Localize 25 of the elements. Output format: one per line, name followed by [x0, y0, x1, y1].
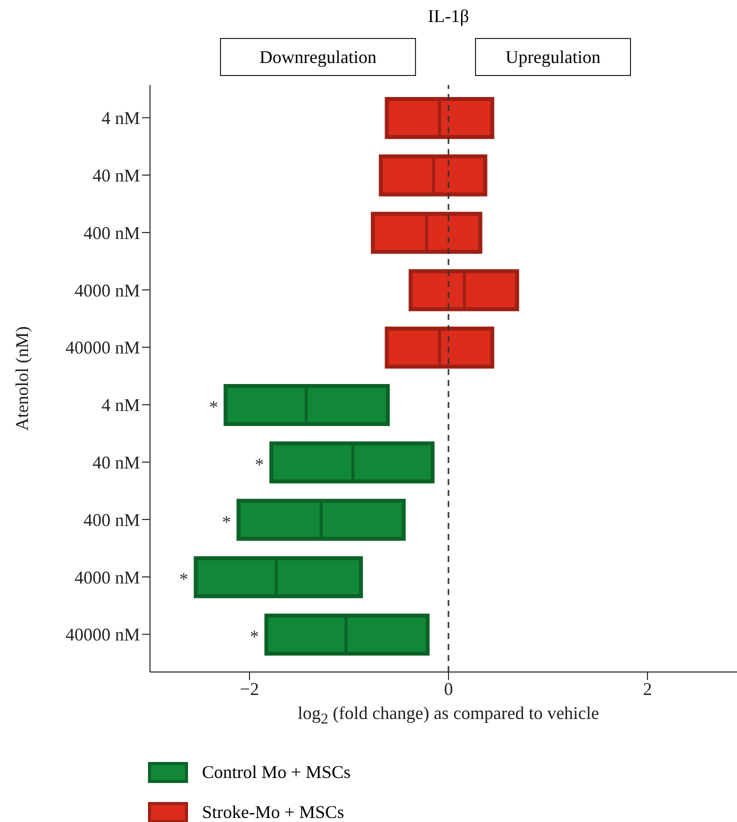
- x-tick-label: 0: [444, 678, 453, 699]
- y-axis-title: Atenolol (nM): [12, 326, 32, 431]
- text: *: [250, 626, 259, 647]
- text: *: [254, 454, 264, 474]
- y-tick-label: 40 nM: [92, 452, 140, 472]
- x-tick-label: 2: [642, 678, 652, 699]
- text: Upregulation: [475, 38, 631, 76]
- y-tick-label: 40 nM: [92, 165, 140, 186]
- y-tick-label: 400 nM: [83, 510, 140, 530]
- x-axis-title: log$_{2}$ (fold change) as compared to vehicle: [296, 702, 600, 730]
- y-tick-label: 40000 nM: [65, 624, 140, 645]
- chart-title: IL-1β: [426, 6, 470, 27]
- y-tick-label: 4000 nM: [74, 567, 140, 588]
- legend-label: Stroke-Mo + MSCs: [202, 802, 344, 822]
- y-tick-label: 4000 nM: [74, 280, 140, 300]
- text: *: [209, 397, 218, 417]
- x-tick-label: −2: [240, 678, 260, 699]
- y-tick-label: 4 nM: [101, 395, 140, 416]
- y-tick-label: 4 nM: [101, 108, 140, 128]
- text: *: [179, 569, 188, 590]
- legend-label: Control Mo + MSCs: [202, 762, 351, 782]
- y-tick-label: 40000 nM: [65, 338, 140, 358]
- y-tick-label: 400 nM: [83, 222, 140, 243]
- text: *: [222, 512, 232, 532]
- text: Downregulation: [220, 38, 416, 76]
